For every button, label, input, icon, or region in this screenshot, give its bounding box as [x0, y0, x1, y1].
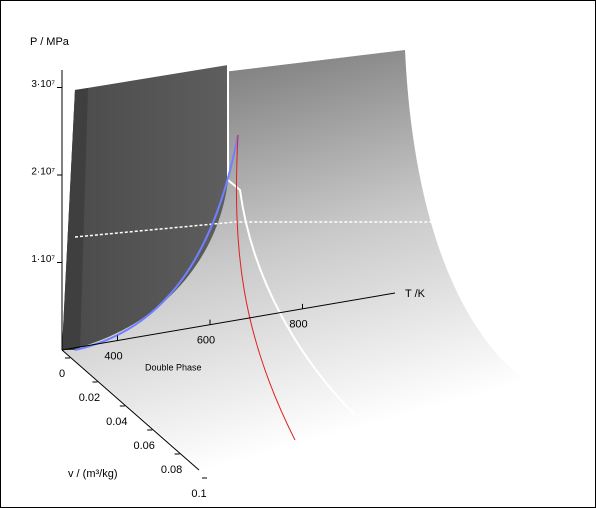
x-axis-title: T /K: [405, 288, 426, 300]
y-axis: [61, 349, 200, 471]
surface-wall: [62, 65, 228, 350]
x-tick-label: 800: [289, 319, 307, 331]
y-tick-label: 0.1: [191, 488, 206, 500]
z-axis-title: P / MPa: [30, 36, 70, 48]
z-tick-label: 3·10⁷: [31, 79, 55, 90]
saturated-vapor-curve: [235, 134, 296, 441]
y-tick-label: 0.02: [79, 392, 100, 404]
annotation: Double Phase: [145, 362, 202, 372]
y-tick-label: 0.08: [161, 464, 182, 476]
y-tick-label: 0.06: [133, 440, 154, 452]
saturated-liquid-curve: [74, 134, 239, 351]
isobar: [74, 221, 432, 238]
surface-edge: [62, 88, 88, 350]
y-axis-title: v / (m³/kg): [68, 468, 118, 480]
x-tick-label: 400: [104, 350, 122, 362]
y-tick-label: 0.04: [106, 416, 127, 428]
isotherm: [227, 65, 356, 416]
x-tick-label: 600: [197, 335, 215, 347]
y-tick-label: 0: [59, 368, 65, 380]
z-tick-label: 1·10⁷: [31, 254, 55, 265]
z-tick-label: 2·10⁷: [31, 167, 55, 178]
